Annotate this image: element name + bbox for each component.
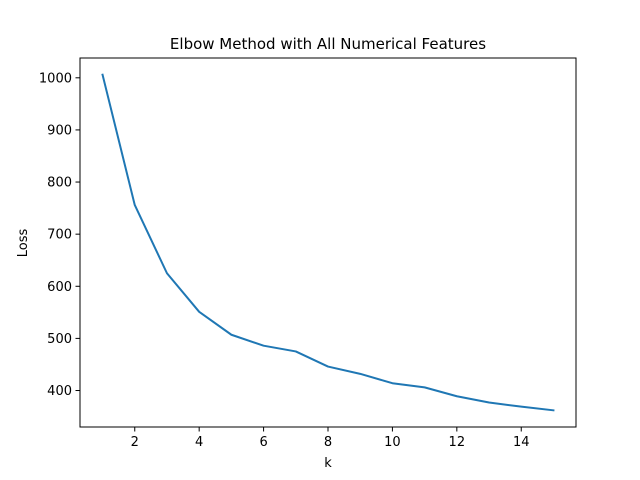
loss-series-line (101, 73, 555, 412)
chart-title: Elbow Method with All Numerical Features (170, 35, 486, 53)
x-axis-ticks: 2 4 6 8 10 12 14 (131, 427, 530, 450)
series-layer (101, 73, 555, 412)
x-tick-label: 10 (384, 435, 401, 450)
x-tick-label: 2 (131, 435, 139, 450)
x-tick-label: 8 (324, 435, 332, 450)
x-tick-label: 6 (259, 435, 267, 450)
x-tick-label: 14 (513, 435, 530, 450)
y-tick-label: 400 (47, 384, 72, 399)
y-axis-label: Loss (16, 229, 31, 258)
y-tick-label: 500 (47, 332, 72, 347)
axes-frame (79, 57, 577, 428)
y-axis-ticks: 400 500 600 700 800 900 1000 (39, 71, 80, 399)
y-tick-label: 700 (47, 228, 72, 243)
y-tick-label: 900 (47, 123, 72, 138)
y-tick-label: 1000 (39, 71, 72, 86)
x-axis-label: k (324, 456, 332, 471)
x-tick-label: 12 (449, 435, 466, 450)
y-tick-label: 800 (47, 176, 72, 191)
x-tick-label: 4 (195, 435, 203, 450)
y-tick-label: 600 (47, 280, 72, 295)
